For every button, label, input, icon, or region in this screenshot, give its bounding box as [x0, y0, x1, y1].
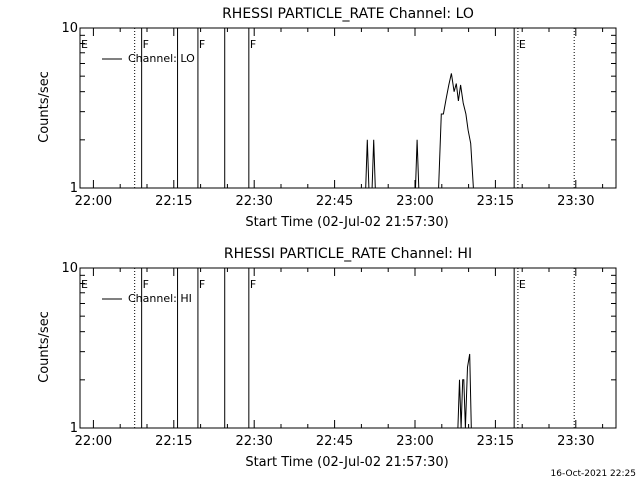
y-tick-label: 10	[61, 261, 78, 276]
flag-label: F	[199, 278, 205, 291]
flag-label: E	[81, 278, 88, 291]
x-tick-label: 22:30	[235, 194, 272, 209]
x-axis-label: Start Time (02-Jul-02 21:57:30)	[245, 215, 448, 230]
flag-label: F	[199, 38, 205, 51]
x-tick-label: 22:15	[155, 434, 192, 449]
footer-timestamp: 16-Oct-2021 22:25	[551, 469, 636, 479]
x-tick-label: 22:45	[316, 434, 353, 449]
y-tick-label: 1	[70, 421, 78, 436]
chart-panel-lo: RHESSI PARTICLE_RATE Channel: LO Counts/…	[37, 6, 617, 230]
flag-label: E	[81, 38, 88, 51]
y-tick-label: 1	[70, 181, 78, 196]
x-tick-label: 23:30	[557, 434, 594, 449]
x-tick-label: 23:00	[396, 434, 433, 449]
chart-panel-hi: RHESSI PARTICLE_RATE Channel: HI Counts/…	[37, 246, 617, 470]
x-tick-label: 23:30	[557, 194, 594, 209]
flag-label: F	[250, 278, 256, 291]
flag-label: F	[250, 38, 256, 51]
legend-label: Channel: LO	[128, 52, 195, 65]
y-axis-label: Counts/sec	[37, 71, 52, 143]
y-axis-label: Counts/sec	[37, 311, 52, 383]
x-tick-label: 23:00	[396, 194, 433, 209]
x-tick-label: 22:00	[75, 194, 112, 209]
y-tick-label: 10	[61, 21, 78, 36]
chart-title: RHESSI PARTICLE_RATE Channel: LO	[222, 6, 474, 22]
x-tick-label: 22:45	[316, 194, 353, 209]
x-tick-label: 22:00	[75, 434, 112, 449]
chart-title: RHESSI PARTICLE_RATE Channel: HI	[224, 246, 472, 262]
data-series-line	[457, 353, 472, 429]
x-tick-label: 22:30	[235, 434, 272, 449]
data-series-line	[365, 73, 479, 189]
x-tick-label: 23:15	[477, 434, 514, 449]
x-tick-label: 22:15	[155, 194, 192, 209]
x-tick-label: 23:15	[477, 194, 514, 209]
flag-label: E	[519, 38, 526, 51]
x-axis-label: Start Time (02-Jul-02 21:57:30)	[245, 455, 448, 470]
legend-label: Channel: HI	[128, 292, 192, 305]
flag-label: E	[519, 278, 526, 291]
flag-label: F	[143, 278, 149, 291]
flag-label: F	[143, 38, 149, 51]
